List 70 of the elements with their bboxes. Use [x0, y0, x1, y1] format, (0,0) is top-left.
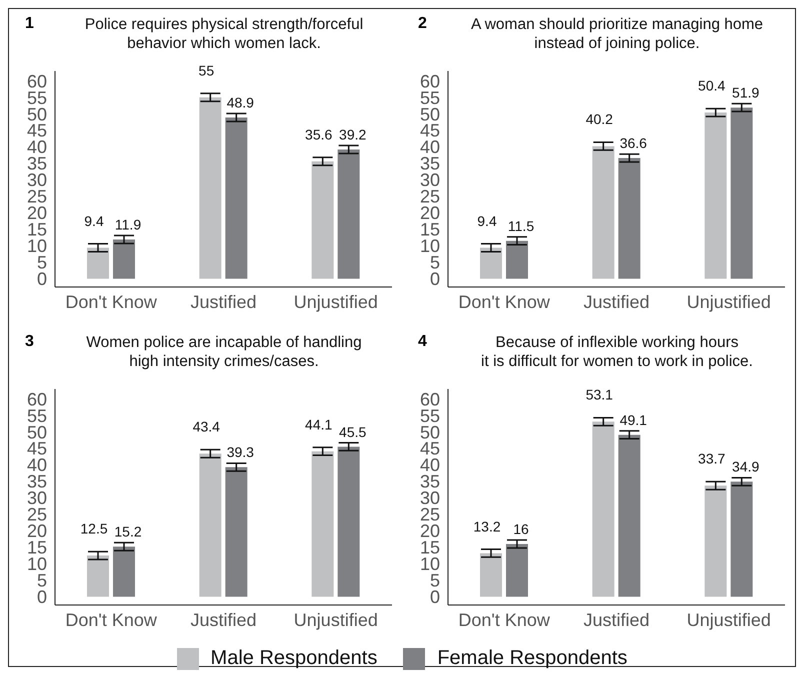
bar: [506, 544, 528, 597]
bar: [618, 158, 640, 279]
data-label: 13.2: [473, 518, 501, 534]
x-tick-label: Don't Know: [65, 292, 158, 312]
bar: [87, 248, 109, 279]
chart-title: Police requires physical strength/forceful behavior which women lack.: [84, 15, 364, 53]
data-label: 45.5: [339, 424, 367, 440]
bar: [312, 451, 334, 597]
x-tick-label: Justified: [190, 610, 257, 630]
chart-title: A woman should prioritize managing home instead of joining police.: [470, 15, 764, 53]
bar: [87, 556, 109, 597]
x-tick-label: Unjustified: [294, 610, 378, 630]
legend-label: Female Respondents: [437, 647, 628, 670]
data-label: 44.1: [305, 416, 333, 432]
data-label: 33.7: [698, 450, 726, 467]
x-tick-label: Don't Know: [458, 292, 551, 312]
data-label: 15.2: [114, 524, 142, 540]
x-tick-label: Unjustified: [294, 292, 378, 312]
data-label: 43.4: [192, 418, 220, 435]
chart-title: Women police are incapable of handling high intensity crimes/cases.: [85, 333, 363, 371]
x-tick-label: Don't Know: [65, 610, 158, 630]
text: 3: [25, 333, 34, 351]
data-label: 53.1: [586, 386, 614, 403]
bar: [312, 161, 334, 279]
data-label: 34.9: [732, 458, 760, 475]
text: 1: [25, 15, 34, 33]
bar: [704, 112, 727, 279]
data-label: 51.9: [732, 84, 760, 101]
text: 4: [418, 333, 427, 351]
data-label: 11.9: [114, 216, 142, 233]
data-label: 36.6: [620, 135, 648, 152]
x-tick-label: Justified: [583, 610, 650, 630]
bar: [480, 553, 502, 597]
bar: [225, 467, 248, 597]
bar: [506, 240, 528, 279]
data-label: 55: [198, 62, 214, 78]
bar: [592, 422, 614, 597]
bar: [704, 486, 727, 597]
bar: [113, 546, 135, 597]
data-label: 9.4: [477, 212, 497, 229]
bar: [338, 446, 360, 597]
x-tick-label: Justified: [583, 292, 650, 312]
chart-title: Because of inflexible working hours it is difficult for women to work in police.: [480, 333, 754, 371]
data-label: 12.5: [80, 520, 108, 537]
bar: [338, 149, 360, 279]
text: 2: [418, 15, 427, 33]
x-tick-label: Unjustified: [686, 292, 771, 312]
bar: [225, 118, 248, 279]
data-label: 16: [513, 521, 529, 538]
data-label: 49.1: [620, 412, 648, 428]
bar: [113, 240, 135, 279]
data-label: 40.2: [586, 111, 614, 128]
x-tick-label: Justified: [190, 292, 257, 312]
bar: [618, 434, 640, 597]
bar: [730, 108, 753, 279]
data-label: 48.9: [226, 94, 254, 111]
bar: [730, 482, 753, 597]
bar: [199, 97, 222, 279]
data-label: 9.4: [84, 212, 104, 229]
data-label: 11.5: [508, 218, 534, 234]
data-label: 39.3: [226, 444, 254, 460]
bar: [199, 454, 222, 597]
data-label: 50.4: [698, 78, 726, 94]
x-tick-label: Don't Know: [458, 610, 551, 630]
x-tick-label: Unjustified: [686, 610, 771, 630]
data-label: 35.6: [305, 126, 333, 142]
bar: [592, 146, 614, 279]
data-label: 39.2: [339, 126, 367, 143]
legend-label: Male Respondents: [210, 647, 378, 670]
bar: [480, 248, 502, 279]
